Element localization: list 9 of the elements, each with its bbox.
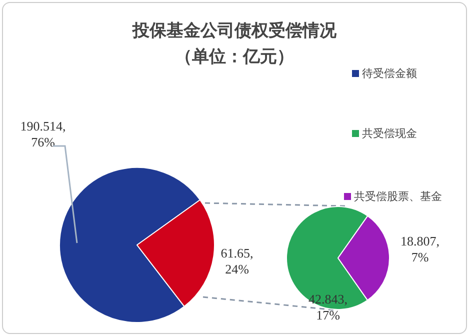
legend-label: 共受偿现金: [361, 126, 417, 141]
data-label: 18.807, 7%: [400, 233, 440, 264]
data-label: 190.514, 76%: [20, 118, 66, 150]
data-label: 61.65, 24%: [220, 245, 254, 276]
legend-label: 待受偿金额: [361, 66, 417, 81]
legend-label: 共受偿股票、基金: [353, 189, 442, 204]
data-label: 42.843, 17%: [308, 291, 348, 322]
chart-subtitle: （单位：亿元）: [175, 47, 294, 67]
chart-title: 投保基金公司债权受偿情况: [131, 20, 338, 43]
